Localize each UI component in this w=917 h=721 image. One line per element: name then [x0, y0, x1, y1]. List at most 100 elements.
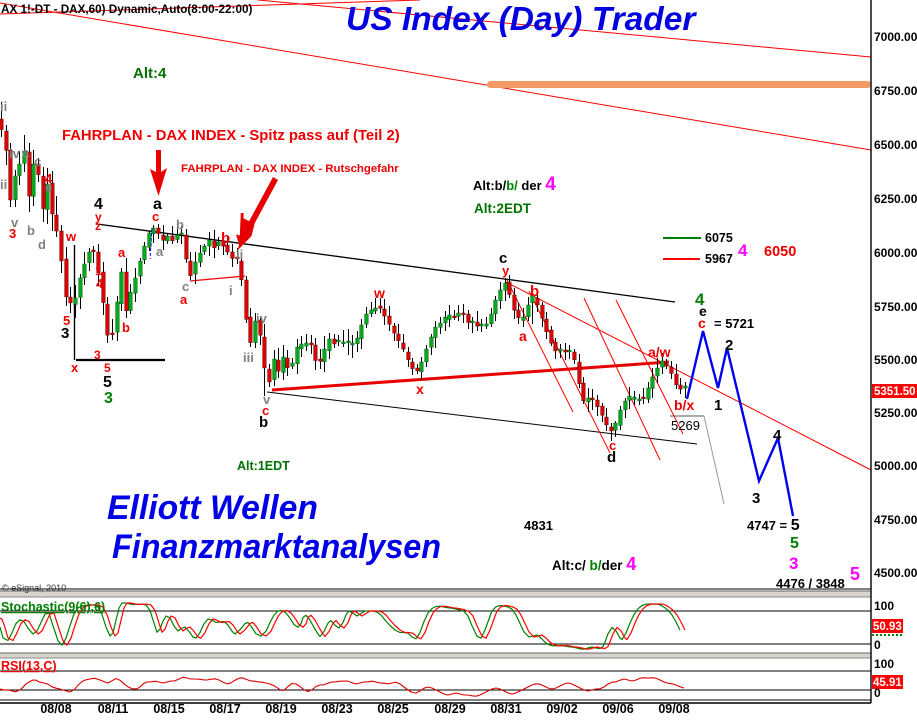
svg-text:3: 3 — [61, 325, 69, 342]
svg-text:i: i — [229, 283, 233, 298]
svg-text:FAHRPLAN - DAX INDEX - Spitz p: FAHRPLAN - DAX INDEX - Spitz pass auf (T… — [62, 128, 400, 144]
svg-text:© eSignal, 2010: © eSignal, 2010 — [2, 583, 66, 593]
svg-text:v: v — [263, 392, 271, 407]
svg-text:d: d — [38, 237, 46, 252]
svg-text:4476 / 3848: 4476 / 3848 — [776, 576, 845, 591]
svg-text:100: 100 — [874, 599, 894, 613]
svg-text:d: d — [607, 449, 616, 466]
svg-text:z: z — [95, 219, 101, 233]
svg-text:6500.00: 6500.00 — [874, 138, 917, 152]
svg-text:c: c — [698, 315, 706, 331]
svg-text:c: c — [152, 209, 159, 224]
svg-text:08/11: 08/11 — [98, 702, 129, 716]
svg-text:Alt:2EDT: Alt:2EDT — [474, 201, 532, 216]
svg-text:08/23: 08/23 — [321, 702, 352, 716]
svg-text:c: c — [262, 403, 269, 418]
svg-text:50.93: 50.93 — [873, 621, 902, 633]
svg-text:4747 = 5: 4747 = 5 — [747, 517, 800, 534]
svg-text:5: 5 — [103, 374, 112, 391]
svg-text:a: a — [153, 196, 162, 213]
svg-text:6050: 6050 — [764, 244, 796, 260]
svg-text:b: b — [176, 217, 184, 232]
svg-text:v: v — [11, 215, 19, 230]
svg-text:0: 0 — [874, 686, 881, 700]
svg-text:x: x — [71, 360, 79, 375]
svg-text:1: 1 — [95, 263, 102, 278]
svg-text:5: 5 — [790, 535, 799, 552]
svg-text:6250.00: 6250.00 — [874, 192, 917, 206]
svg-text:c: c — [499, 250, 507, 267]
svg-text:iii: iii — [243, 350, 254, 365]
svg-text:a: a — [180, 292, 188, 307]
svg-text:08/19: 08/19 — [265, 702, 296, 716]
svg-text:RSI(13,C): RSI(13,C) — [1, 659, 57, 673]
svg-text:ii: ii — [0, 99, 7, 114]
svg-text:3: 3 — [752, 490, 760, 507]
svg-text:Stochastic(9(6),6): Stochastic(9(6),6) — [1, 600, 105, 614]
svg-text:5: 5 — [63, 313, 70, 328]
svg-text:ii: ii — [0, 177, 7, 192]
svg-text:45.91: 45.91 — [873, 677, 902, 689]
svg-text:4: 4 — [94, 196, 103, 213]
svg-text:b: b — [530, 283, 539, 300]
svg-text:5351.50: 5351.50 — [874, 386, 916, 398]
svg-text:Alt:1EDT: Alt:1EDT — [237, 459, 290, 473]
svg-text:w: w — [373, 285, 385, 301]
svg-text:5250.00: 5250.00 — [874, 406, 917, 420]
svg-text:Alt:4: Alt:4 — [133, 65, 167, 82]
svg-text:09/02: 09/02 — [546, 702, 577, 716]
svg-text:b: b — [221, 230, 230, 247]
svg-text:4750.00: 4750.00 — [874, 513, 917, 527]
svg-text:Alt:c/ b/der 4: Alt:c/ b/der 4 — [552, 554, 636, 574]
svg-text:5000.00: 5000.00 — [874, 459, 917, 473]
svg-text:FAHRPLAN - DAX INDEX - Rutschg: FAHRPLAN - DAX INDEX - Rutschgefahr — [181, 163, 399, 175]
svg-text:3: 3 — [9, 226, 16, 241]
svg-text:iv: iv — [9, 146, 21, 161]
svg-text:6000.00: 6000.00 — [874, 246, 917, 260]
svg-text:y: y — [502, 263, 510, 278]
svg-text:c: c — [182, 279, 189, 294]
svg-text:4: 4 — [695, 290, 705, 309]
svg-text:5: 5 — [104, 361, 111, 375]
svg-text:Finanzmarktanalysen: Finanzmarktanalysen — [112, 528, 441, 566]
svg-text:b: b — [259, 414, 268, 431]
svg-text:08/15: 08/15 — [153, 702, 184, 716]
svg-text:4: 4 — [45, 171, 53, 186]
svg-text:4500.00: 4500.00 — [874, 566, 917, 580]
svg-text:09/06: 09/06 — [602, 702, 633, 716]
svg-text:09/08: 09/08 — [658, 702, 689, 716]
svg-text:a: a — [22, 145, 30, 160]
svg-text:5500.00: 5500.00 — [874, 353, 917, 367]
svg-text:c: c — [609, 438, 616, 453]
svg-text:2: 2 — [725, 337, 733, 354]
svg-text:6750.00: 6750.00 — [874, 84, 917, 98]
svg-text:US Index (Day) Trader: US Index (Day) Trader — [346, 1, 697, 38]
svg-text:5269: 5269 — [671, 418, 700, 433]
svg-text:ii: ii — [236, 247, 243, 262]
svg-text:= 5721: = 5721 — [714, 316, 754, 331]
svg-text:08/17: 08/17 — [209, 702, 240, 716]
svg-text:a: a — [519, 328, 527, 344]
svg-text:a: a — [118, 245, 126, 260]
svg-text:5967: 5967 — [705, 252, 733, 266]
svg-text:y: y — [95, 210, 102, 224]
svg-text:3: 3 — [94, 348, 101, 362]
svg-text:6075: 6075 — [705, 231, 733, 245]
svg-text:3: 3 — [789, 554, 798, 573]
svg-text:100: 100 — [874, 657, 894, 671]
svg-text:5750.00: 5750.00 — [874, 300, 917, 314]
svg-text:08/25: 08/25 — [377, 702, 408, 716]
svg-text:4: 4 — [96, 276, 104, 291]
svg-text:08/08: 08/08 — [40, 702, 71, 716]
svg-text:a/w: a/w — [648, 344, 671, 360]
svg-text:08/31: 08/31 — [490, 702, 521, 716]
svg-text:b: b — [27, 223, 35, 238]
svg-text:a: a — [156, 244, 164, 259]
svg-text:b/x: b/x — [674, 397, 694, 413]
svg-text:4831: 4831 — [524, 518, 553, 533]
svg-text:AX 1!-DT - DAX,60) Dynamic,Aut: AX 1!-DT - DAX,60) Dynamic,Auto(8:00-22:… — [1, 3, 252, 16]
svg-text:3: 3 — [104, 390, 113, 407]
svg-text:e: e — [699, 303, 707, 319]
svg-text:x: x — [416, 381, 424, 397]
svg-text:08/29: 08/29 — [434, 702, 465, 716]
